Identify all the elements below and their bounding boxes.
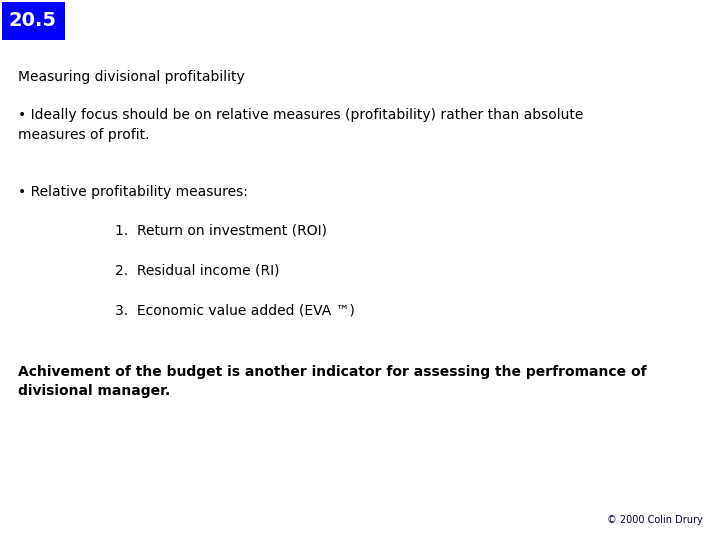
Text: • Ideally focus should be on relative measures (profitability) rather than absol: • Ideally focus should be on relative me… <box>18 108 583 141</box>
Text: 3.  Economic value added (EVA ™): 3. Economic value added (EVA ™) <box>115 303 355 317</box>
Text: • Relative profitability measures:: • Relative profitability measures: <box>18 185 248 199</box>
Text: 2.  Residual income (RI): 2. Residual income (RI) <box>115 263 279 277</box>
Text: 1.  Return on investment (ROI): 1. Return on investment (ROI) <box>115 223 327 237</box>
Text: Achivement of the budget is another indicator for assessing the perfromance of
d: Achivement of the budget is another indi… <box>18 365 647 399</box>
Text: Measuring divisional profitability: Measuring divisional profitability <box>18 70 245 84</box>
Text: 20.5: 20.5 <box>9 11 57 30</box>
Text: © 2000 Colin Drury: © 2000 Colin Drury <box>607 515 703 525</box>
Bar <box>2 2 65 40</box>
